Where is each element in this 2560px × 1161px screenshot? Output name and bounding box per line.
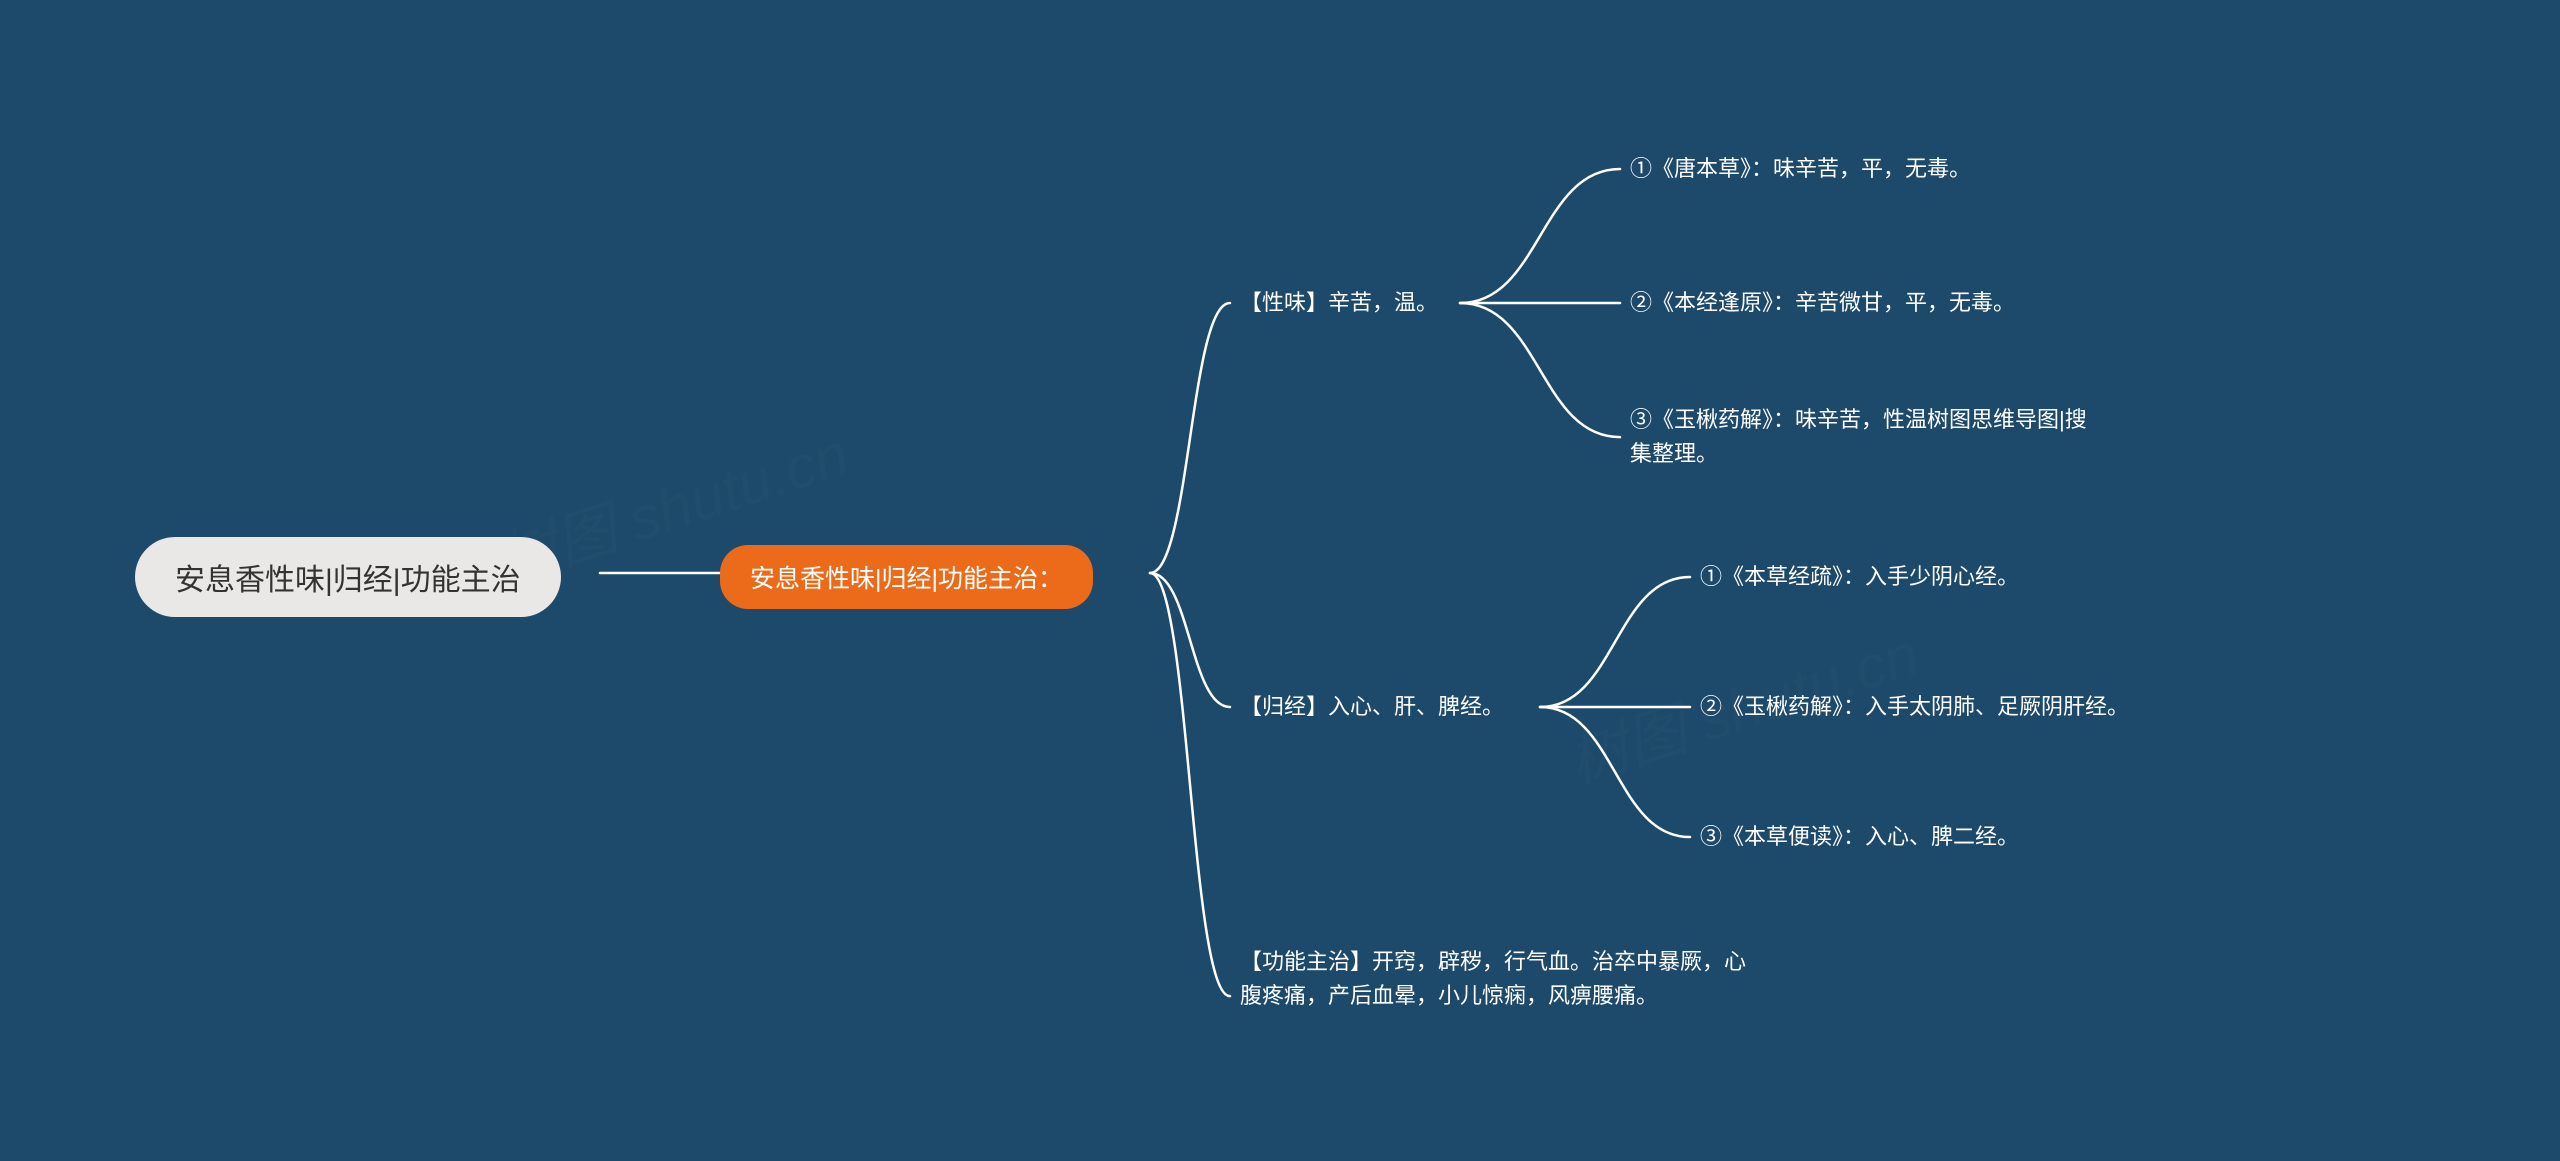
leaf-guijing-2: ②《玉楸药解》：入手太阴肺、足厥阴肝经。 (1700, 690, 2200, 724)
sub-node: 安息香性味|归经|功能主治： (720, 545, 1093, 609)
branch-xingwei: 【性味】辛苦，温。 (1240, 286, 1480, 320)
leaf-xingwei-2: ②《本经逢原》：辛苦微甘，平，无毒。 (1630, 286, 2090, 320)
branch-gongneng: 【功能主治】开窍，辟秽，行气血。治卒中暴厥，心腹疼痛，产后血晕，小儿惊痫，风痹腰… (1240, 945, 1760, 1013)
leaf-xingwei-1: ①《唐本草》：味辛苦，平，无毒。 (1630, 152, 2050, 186)
leaf-guijing-1: ①《本草经疏》：入手少阴心经。 (1700, 560, 2100, 594)
leaf-guijing-3: ③《本草便读》：入心、脾二经。 (1700, 820, 2100, 854)
root-node: 安息香性味|归经|功能主治 (135, 537, 561, 617)
leaf-xingwei-3: ③《玉楸药解》：味辛苦，性温树图思维导图|搜集整理。 (1630, 403, 2105, 471)
branch-guijing: 【归经】入心、肝、脾经。 (1240, 690, 1560, 724)
